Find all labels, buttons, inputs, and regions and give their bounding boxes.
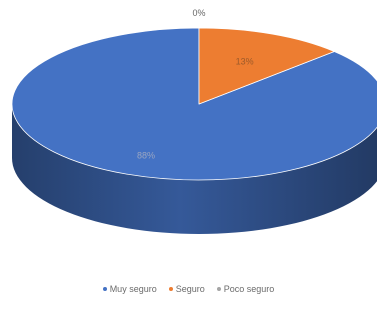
legend-marker-muy-seguro: [102, 287, 107, 291]
pie-slice-side-0: [12, 104, 377, 234]
data-label-1: 13%: [236, 57, 254, 67]
legend-item-muy-seguro: Muy seguro: [102, 284, 157, 294]
pie-side-walls: [12, 104, 377, 234]
legend-label-muy-seguro: Muy seguro: [109, 284, 157, 294]
legend-label-poco-seguro: Poco seguro: [223, 284, 275, 294]
pie-data-labels: 88% 13% 0%: [137, 8, 254, 160]
legend-marker-poco-seguro: [216, 287, 221, 291]
data-label-2: 0%: [192, 8, 205, 18]
legend-item-seguro: Seguro: [168, 284, 205, 294]
data-label-0: 88%: [137, 150, 155, 160]
legend-label-seguro: Seguro: [175, 284, 205, 294]
pie-slice-1: [198, 27, 335, 105]
chart-legend: Muy seguro Seguro Poco seguro: [0, 284, 377, 294]
pie-top-faces: [11, 27, 377, 181]
pie-slice-0: [11, 27, 377, 181]
legend-item-poco-seguro: Poco seguro: [216, 284, 275, 294]
legend-marker-seguro: [168, 287, 173, 291]
